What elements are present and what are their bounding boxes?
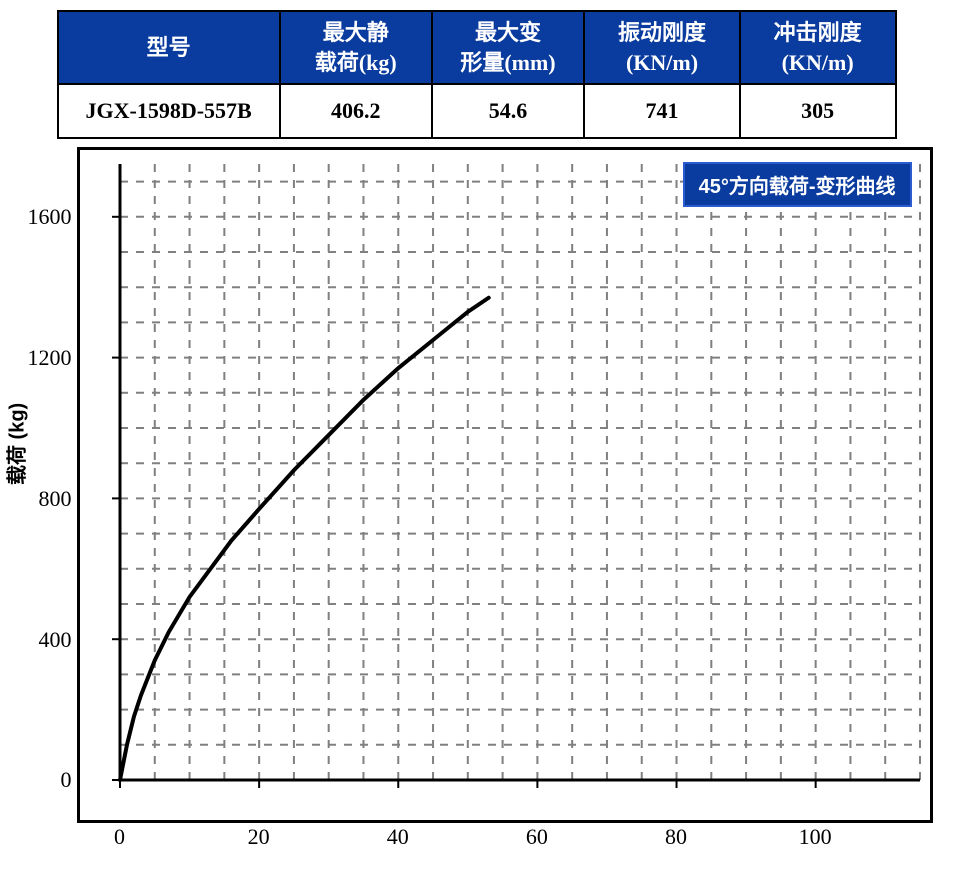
- header-text: 载荷(kg): [315, 50, 397, 75]
- y-tick-label: 800: [39, 486, 72, 512]
- cell-max-deform: 54.6: [432, 84, 584, 138]
- header-text: 振动刚度: [618, 20, 706, 45]
- y-tick-label: 1200: [28, 345, 72, 371]
- header-text: (KN/m): [626, 50, 698, 75]
- y-tick-label: 0: [61, 767, 72, 793]
- y-axis-label: 载荷 (kg): [0, 403, 29, 485]
- plot-area: 45°方向载荷-变形曲线 040080012001600020406080100: [77, 147, 933, 823]
- col-header-shock-stiff: 冲击刚度 (KN/m): [740, 11, 896, 84]
- cell-shock-stiff: 305: [740, 84, 896, 138]
- spec-table-container: 型号 最大静 载荷(kg) 最大变 形量(mm) 振动刚度 (KN/m) 冲击刚…: [57, 10, 897, 139]
- chart-container: 载荷 (kg) 变形 (mm) 45°方向载荷-变形曲线 04008001200…: [17, 147, 937, 823]
- header-text: 型号: [147, 35, 191, 60]
- cell-vib-stiff: 741: [584, 84, 740, 138]
- col-header-max-static: 最大静 载荷(kg): [280, 11, 432, 84]
- header-text: 最大静: [323, 20, 389, 45]
- cell-model: JGX-1598D-557B: [58, 84, 280, 138]
- cell-max-static: 406.2: [280, 84, 432, 138]
- x-tick-label: 80: [665, 824, 687, 850]
- header-text: (KN/m): [782, 50, 854, 75]
- col-header-model: 型号: [58, 11, 280, 84]
- header-text: 形量(mm): [460, 50, 555, 75]
- table-row: JGX-1598D-557B 406.2 54.6 741 305: [58, 84, 896, 138]
- x-tick-label: 20: [248, 824, 270, 850]
- header-text: 最大变: [475, 20, 541, 45]
- chart-svg: [80, 150, 930, 820]
- x-tick-label: 60: [526, 824, 548, 850]
- chart-title-badge: 45°方向载荷-变形曲线: [683, 162, 912, 207]
- x-tick-label: 100: [799, 824, 832, 850]
- x-tick-label: 0: [114, 824, 125, 850]
- col-header-vib-stiff: 振动刚度 (KN/m): [584, 11, 740, 84]
- x-tick-label: 40: [387, 824, 409, 850]
- table-header-row: 型号 最大静 载荷(kg) 最大变 形量(mm) 振动刚度 (KN/m) 冲击刚…: [58, 11, 896, 84]
- y-tick-label: 1600: [28, 204, 72, 230]
- spec-table: 型号 最大静 载荷(kg) 最大变 形量(mm) 振动刚度 (KN/m) 冲击刚…: [57, 10, 897, 139]
- y-tick-label: 400: [39, 627, 72, 653]
- header-text: 冲击刚度: [774, 20, 862, 45]
- col-header-max-deform: 最大变 形量(mm): [432, 11, 584, 84]
